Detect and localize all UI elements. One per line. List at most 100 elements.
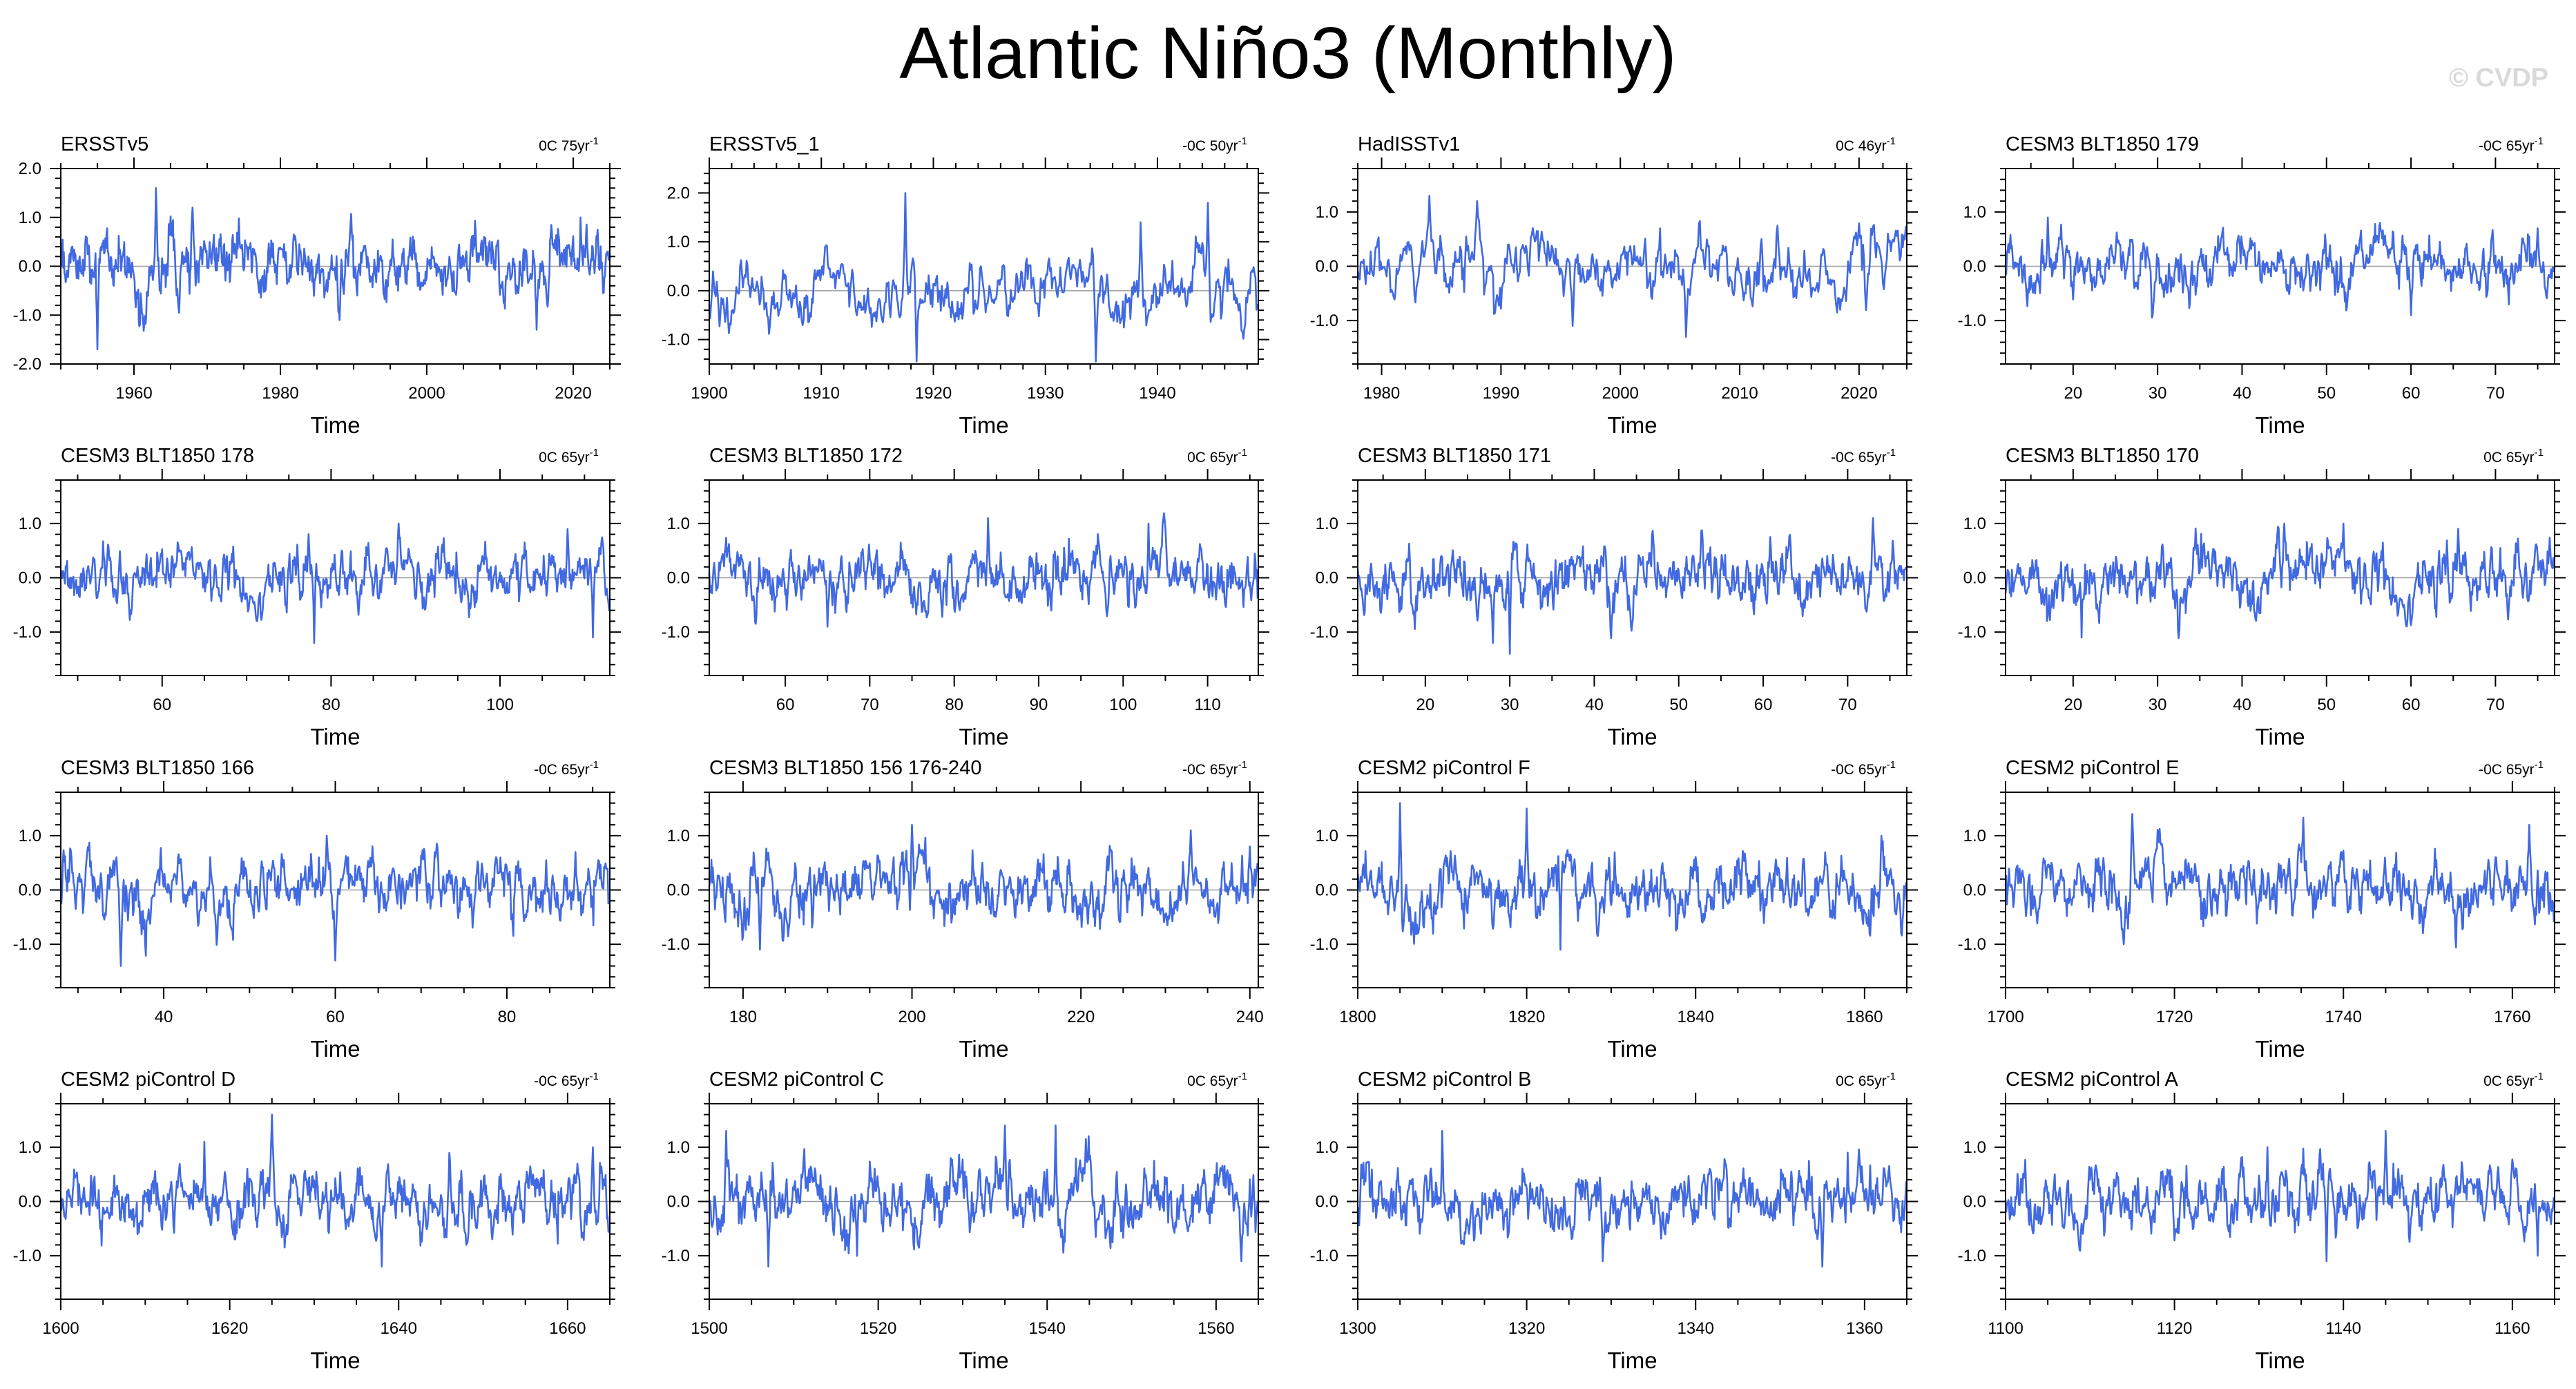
x-tick-label: 2020 <box>1840 384 1877 403</box>
y-tick-label: 0.0 <box>1963 881 1986 900</box>
series-line <box>59 522 611 644</box>
y-tick-label: 0.0 <box>667 282 690 300</box>
x-axis-label: Time <box>1607 724 1657 749</box>
y-tick-label: 0.0 <box>667 881 690 900</box>
y-tick-label: -1.0 <box>13 935 41 954</box>
x-tick-label: 1700 <box>1987 1008 2024 1026</box>
x-tick-label: 1360 <box>1846 1319 1883 1338</box>
y-tick-label: 0.0 <box>19 258 41 276</box>
y-tick-label: 0.0 <box>19 1193 41 1211</box>
y-tick-label: -1.0 <box>662 1247 690 1265</box>
y-tick-label: -1.0 <box>662 935 690 954</box>
series-line <box>2004 813 2555 949</box>
x-tick-label: 80 <box>322 696 340 714</box>
x-tick-label: 90 <box>1030 696 1048 714</box>
y-tick-label: -1.0 <box>13 306 41 325</box>
y-tick-label: 0.0 <box>19 569 41 588</box>
watermark: © CVDP <box>2448 64 2548 93</box>
x-tick-label: 1620 <box>211 1319 248 1338</box>
y-tick-label: -1.0 <box>1958 623 1986 642</box>
y-tick-label: -1.0 <box>1310 623 1338 642</box>
x-axis-label: Time <box>959 1036 1008 1062</box>
series-line <box>59 1113 610 1268</box>
page-title: Atlantic Niño3 (Monthly) <box>899 12 1677 94</box>
y-tick-label: 1.0 <box>1316 827 1338 845</box>
x-tick-label: 1900 <box>691 384 727 403</box>
x-tick-label: 220 <box>1067 1008 1095 1026</box>
x-axis-label: Time <box>310 1348 360 1373</box>
panel-title: CESM3 BLT1850 179 <box>2006 133 2199 155</box>
x-tick-label: 60 <box>776 696 795 714</box>
x-tick-label: 30 <box>1501 696 1519 714</box>
x-tick-label: 1910 <box>803 384 840 403</box>
trend-label: 0C 65yr-1 <box>1836 1071 1896 1089</box>
trend-label: 0C 75yr-1 <box>539 135 599 154</box>
x-tick-label: 1740 <box>2325 1008 2362 1026</box>
panel-title: CESM2 piControl E <box>2006 757 2179 779</box>
x-axis-label: Time <box>959 1348 1008 1373</box>
x-tick-label: 1320 <box>1508 1319 1545 1338</box>
y-tick-label: 0.0 <box>1316 258 1338 276</box>
y-tick-label: 2.0 <box>667 184 690 202</box>
y-tick-label: -1.0 <box>662 331 690 349</box>
y-tick-label: 0.0 <box>1316 1193 1338 1211</box>
x-tick-label: 1920 <box>915 384 952 403</box>
y-tick-label: 1.0 <box>1316 515 1338 533</box>
y-tick-label: 0.0 <box>19 881 41 900</box>
panel-title: CESM3 BLT1850 170 <box>2006 445 2199 467</box>
x-axis-label: Time <box>2255 412 2305 438</box>
x-tick-label: 20 <box>2064 384 2082 403</box>
trend-label: 0C 65yr-1 <box>2483 1071 2544 1089</box>
x-tick-label: 60 <box>2402 696 2421 714</box>
x-axis-label: Time <box>310 724 360 749</box>
y-tick-label: 0.0 <box>1963 569 1986 588</box>
x-tick-label: 60 <box>326 1008 345 1026</box>
x-tick-label: 1600 <box>42 1319 79 1338</box>
x-axis-label: Time <box>1607 1348 1657 1373</box>
x-axis-label: Time <box>2255 1036 2305 1062</box>
panel-title: CESM2 piControl F <box>1358 757 1530 779</box>
x-tick-label: 2020 <box>555 384 591 403</box>
panel-title: ERSSTv5 <box>61 133 148 155</box>
x-tick-label: 1940 <box>1139 384 1175 403</box>
series-line <box>2004 522 2555 640</box>
x-tick-label: 1960 <box>115 384 152 403</box>
y-tick-label: 1.0 <box>1316 1138 1338 1157</box>
series-line <box>708 192 1258 363</box>
series-line <box>1356 802 1907 951</box>
x-tick-label: 70 <box>1838 696 1857 714</box>
x-axis-label: Time <box>959 724 1008 749</box>
panel-title: CESM3 BLT1850 166 <box>61 757 254 779</box>
x-tick-label: 1660 <box>549 1319 586 1338</box>
y-tick-label: 1.0 <box>1963 203 1986 222</box>
panel-title: CESM2 piControl C <box>709 1069 884 1091</box>
series-line <box>708 1124 1259 1268</box>
panel-title: CESM3 BLT1850 178 <box>61 445 254 467</box>
panel-title: ERSSTv5_1 <box>709 133 820 155</box>
trend-label: 0C 65yr-1 <box>539 447 599 466</box>
x-tick-label: 1160 <box>2495 1319 2530 1338</box>
x-tick-label: 30 <box>2149 384 2167 403</box>
x-tick-label: 1520 <box>860 1319 896 1338</box>
trend-label: -0C 65yr-1 <box>2479 135 2544 154</box>
y-tick-label: -1.0 <box>1310 312 1338 330</box>
trend-label: -0C 65yr-1 <box>1831 759 1896 778</box>
x-tick-label: 1540 <box>1029 1319 1066 1338</box>
y-tick-label: 0.0 <box>667 569 690 588</box>
x-axis-label: Time <box>2255 724 2305 749</box>
x-tick-label: 40 <box>2233 384 2251 403</box>
trend-label: 0C 65yr-1 <box>1187 1071 1247 1089</box>
panel-title: CESM2 piControl D <box>61 1069 236 1091</box>
y-tick-label: 1.0 <box>667 515 690 533</box>
series-line <box>2004 1130 2555 1263</box>
